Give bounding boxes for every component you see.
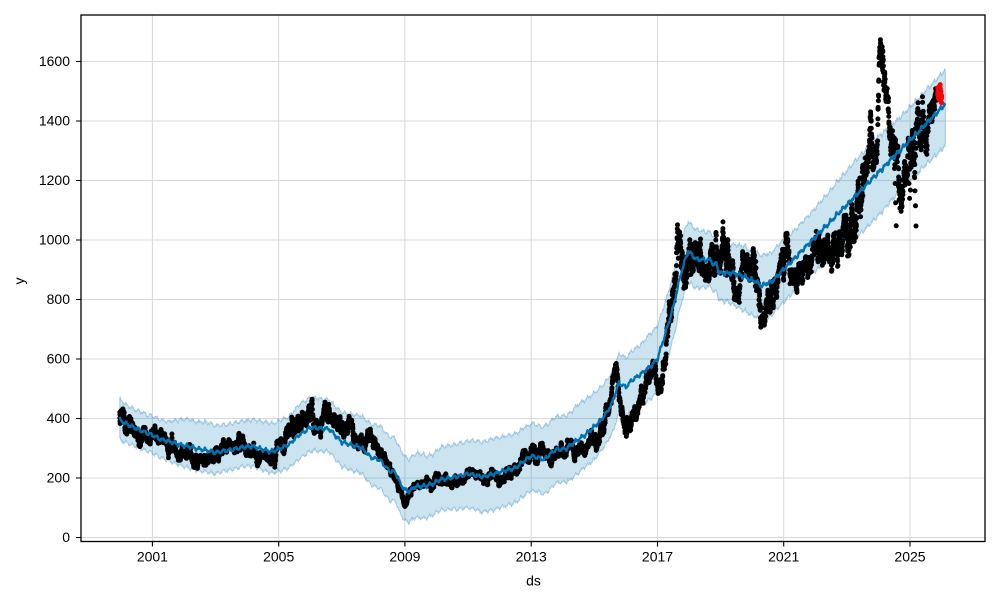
svg-text:2021: 2021 xyxy=(768,549,799,565)
svg-text:800: 800 xyxy=(47,291,71,307)
svg-text:0: 0 xyxy=(62,529,70,545)
svg-text:y: y xyxy=(11,278,27,285)
svg-text:2025: 2025 xyxy=(894,549,925,565)
svg-text:1000: 1000 xyxy=(39,232,70,248)
svg-text:2013: 2013 xyxy=(516,549,547,565)
svg-text:400: 400 xyxy=(47,410,71,426)
svg-text:1400: 1400 xyxy=(39,113,70,129)
svg-text:2017: 2017 xyxy=(642,549,673,565)
svg-text:1600: 1600 xyxy=(39,53,70,69)
svg-text:1200: 1200 xyxy=(39,172,70,188)
svg-text:600: 600 xyxy=(47,351,71,367)
svg-text:200: 200 xyxy=(47,470,71,486)
svg-text:2009: 2009 xyxy=(389,549,420,565)
svg-text:2005: 2005 xyxy=(263,549,294,565)
svg-text:ds: ds xyxy=(526,573,541,589)
svg-text:2001: 2001 xyxy=(137,549,168,565)
